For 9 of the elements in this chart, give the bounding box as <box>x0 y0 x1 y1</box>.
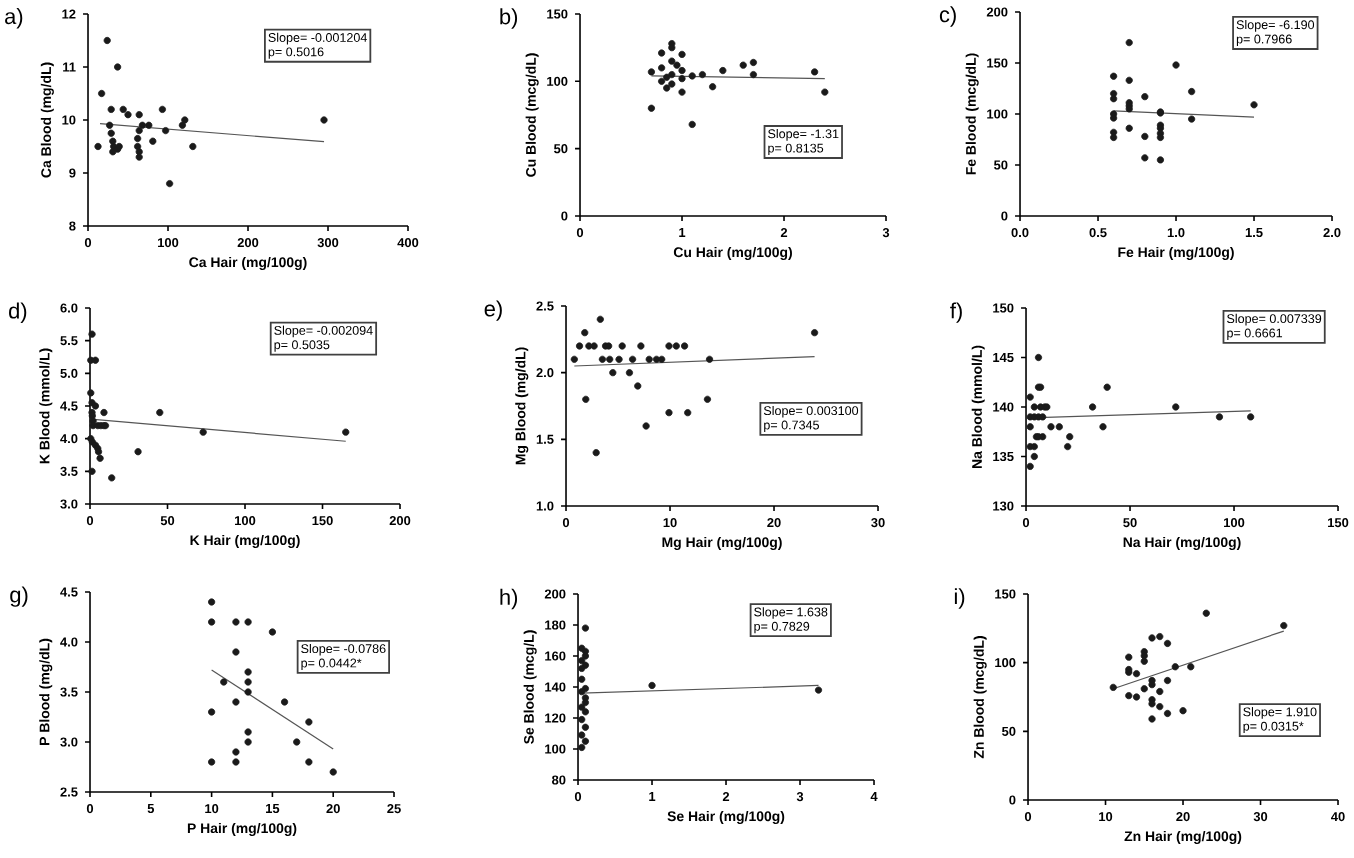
chart-title: d) <box>9 302 27 323</box>
chart-title: i) <box>954 588 965 609</box>
chart-title: g) <box>10 586 28 607</box>
chart-title: a) <box>5 8 23 29</box>
chart-title: h) <box>500 588 518 610</box>
chart-title: b) <box>500 8 518 29</box>
chart-title: e) <box>484 300 502 321</box>
chart-title: f) <box>950 302 962 323</box>
chart-title: c) <box>939 6 956 27</box>
